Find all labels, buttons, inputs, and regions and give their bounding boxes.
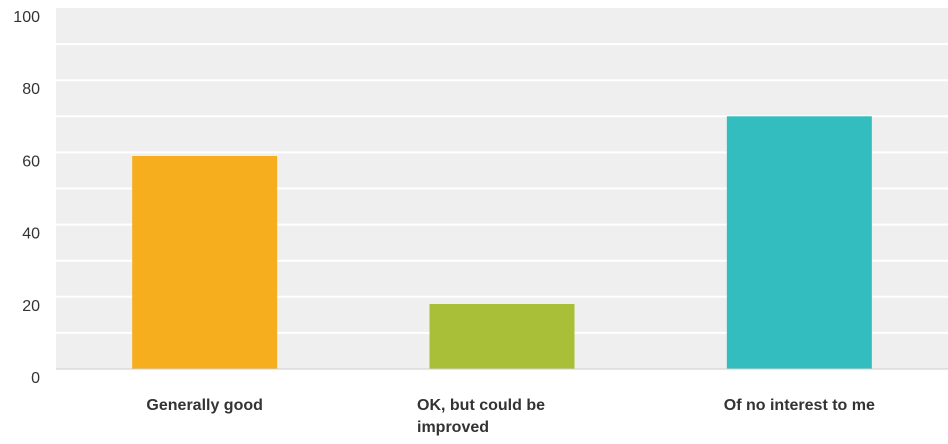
y-tick-label: 0 <box>31 370 40 387</box>
x-category-label: Of no interest to me <box>723 397 875 414</box>
y-tick-label: 80 <box>22 81 40 98</box>
y-tick-label: 60 <box>22 153 40 170</box>
y-axis-ticks: 0 20 40 60 80 100 <box>13 9 40 387</box>
x-category-label: Generally good <box>146 397 263 414</box>
bar-1[interactable] <box>132 156 278 369</box>
bar-2[interactable] <box>429 304 575 369</box>
bars <box>132 116 872 369</box>
y-tick-label: 20 <box>22 298 40 315</box>
y-tick-label: 40 <box>22 226 40 243</box>
x-category-label: OK, but could be improved <box>417 397 545 436</box>
y-tick-label: 100 <box>13 9 40 26</box>
bar-3[interactable] <box>726 116 872 369</box>
